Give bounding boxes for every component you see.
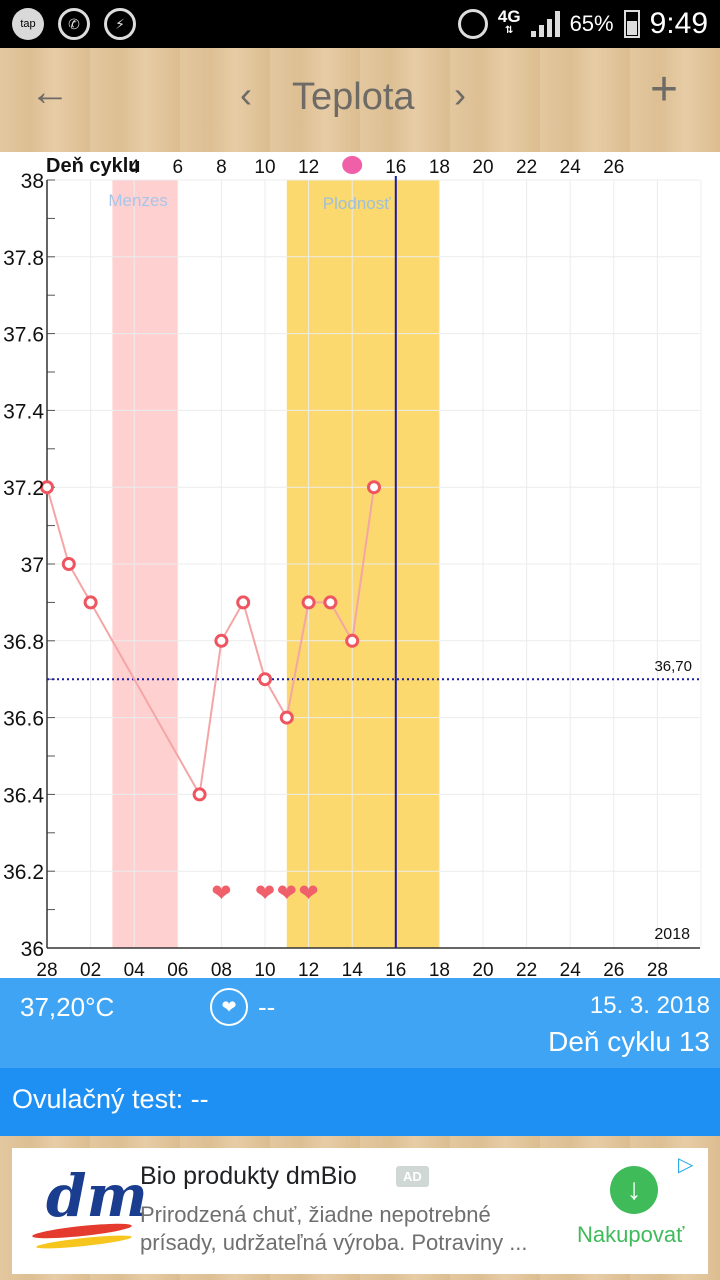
page-title: Teplota bbox=[292, 76, 415, 118]
download-arrow-icon[interactable]: ↓ bbox=[610, 1166, 658, 1214]
y-tick-label: 36.2 bbox=[3, 861, 44, 884]
tap-app-icon: tap bbox=[12, 8, 44, 40]
status-bar: tap ✆ ⚡ 4G ⇅ 65% 9:49 bbox=[0, 0, 720, 48]
cycle-day: Deň cyklu 13 bbox=[548, 1026, 710, 1057]
y-tick-label: 36.8 bbox=[3, 631, 44, 654]
fertile-label: Plodnosť bbox=[323, 194, 391, 213]
top-axis-tick-label: 16 bbox=[385, 157, 406, 178]
selected-temperature: 37,20°C bbox=[20, 992, 115, 1022]
top-axis-tick-label: 12 bbox=[298, 157, 319, 178]
temperature-point bbox=[83, 595, 98, 610]
bottom-axis-tick-label: 10 bbox=[254, 960, 275, 978]
y-tick-label: 36.6 bbox=[3, 708, 44, 731]
temperature-point bbox=[345, 633, 360, 648]
ad-badge: AD bbox=[396, 1166, 429, 1187]
coverline-label: 36,70 bbox=[654, 658, 692, 675]
temperature-point bbox=[40, 480, 54, 495]
ad-title[interactable]: Bio produkty dmBio bbox=[140, 1162, 357, 1190]
menses-label: Menzes bbox=[108, 191, 168, 210]
bottom-axis-tick-label: 16 bbox=[385, 960, 406, 978]
back-arrow-icon[interactable]: ← bbox=[30, 70, 70, 114]
y-tick-label: 37.4 bbox=[3, 400, 44, 423]
temperature-point bbox=[279, 710, 294, 725]
bottom-axis-tick-label: 14 bbox=[342, 960, 364, 978]
y-tick-label: 37.8 bbox=[3, 247, 44, 270]
y-tick-label: 36.4 bbox=[3, 784, 44, 807]
temperature-series-line bbox=[46, 486, 375, 798]
battery-percent: 65% bbox=[569, 11, 614, 36]
whatsapp-icon: ✆ bbox=[58, 8, 90, 40]
heart-icon: ❤ bbox=[299, 879, 319, 907]
next-chevron-icon[interactable]: › bbox=[454, 74, 466, 115]
temperature-point bbox=[258, 672, 272, 687]
temperature-point bbox=[61, 557, 76, 571]
battery-icon bbox=[623, 10, 640, 38]
ad-cta-button[interactable]: Nakupovať bbox=[577, 1222, 685, 1247]
top-axis-tick-label: 20 bbox=[472, 157, 493, 178]
top-axis-tick-label: 4 bbox=[129, 157, 140, 178]
y-tick-label: 37 bbox=[21, 554, 44, 577]
temperature-point bbox=[192, 787, 207, 802]
y-tick-label: 38 bbox=[21, 170, 44, 193]
ad-banner-area: dm Bio produkty dmBio AD Prirodzená chuť… bbox=[0, 1136, 720, 1280]
ovulation-test-label: Ovulačný test: -- bbox=[12, 1084, 209, 1114]
alarm-icon bbox=[457, 9, 488, 39]
selected-day-info: 37,20°C ❤ -- 15. 3. 2018 Deň cyklu 13 bbox=[0, 978, 720, 1068]
bottom-axis-tick-label: 18 bbox=[429, 960, 450, 978]
bottom-axis-tick-label: 28 bbox=[36, 960, 57, 978]
ad-description-line1: Prirodzená chuť, žiadne nepotrebné bbox=[140, 1202, 491, 1227]
bottom-axis-tick-label: 26 bbox=[603, 960, 624, 978]
heart-icon: ❤ bbox=[210, 988, 248, 1026]
today-marker-icon bbox=[342, 156, 363, 174]
adchoices-icon[interactable]: ▷ bbox=[678, 1154, 694, 1176]
bottom-axis-tick-label: 28 bbox=[647, 960, 668, 978]
bottom-axis-tick-label: 12 bbox=[298, 960, 319, 978]
y-tick-label: 36 bbox=[21, 938, 44, 961]
app-toolbar: ← ‹ Teplota › + bbox=[0, 48, 720, 154]
top-axis-label: Deň cyklu bbox=[46, 155, 140, 177]
y-tick-label: 37.2 bbox=[3, 477, 44, 500]
bottom-axis-tick-label: 22 bbox=[516, 960, 537, 978]
clock: 9:49 bbox=[649, 7, 708, 40]
top-axis-tick-label: 18 bbox=[429, 157, 450, 178]
network-type: 4G ⇅ bbox=[497, 7, 521, 36]
add-plus-icon[interactable]: + bbox=[650, 63, 679, 116]
temperature-point bbox=[367, 480, 381, 495]
year-label: 2018 bbox=[654, 926, 690, 943]
top-axis-tick-label: 6 bbox=[173, 157, 184, 178]
previous-chevron-icon[interactable]: ‹ bbox=[240, 74, 252, 115]
top-axis-tick-label: 10 bbox=[254, 157, 275, 178]
temperature-point bbox=[301, 595, 316, 610]
top-axis-tick-label: 24 bbox=[560, 157, 582, 178]
bottom-axis-tick-label: 08 bbox=[211, 960, 232, 978]
bottom-axis-tick-label: 02 bbox=[80, 960, 101, 978]
bottom-axis-tick-label: 04 bbox=[124, 960, 146, 978]
signal-icon bbox=[530, 11, 560, 37]
top-axis-tick-label: 26 bbox=[603, 157, 624, 178]
bottom-axis-tick-label: 24 bbox=[560, 960, 582, 978]
bottom-axis-tick-label: 06 bbox=[167, 960, 188, 978]
messenger-icon: ⚡ bbox=[104, 8, 136, 40]
temperature-chart[interactable]: Menzes Plodnosť 36,70 ❤ ❤ ❤ ❤ 38 37.8 37.6 37.4 37.… bbox=[0, 152, 720, 978]
temperature-point bbox=[323, 595, 338, 610]
heart-icon: ❤ bbox=[277, 879, 297, 907]
dm-logo: dm bbox=[26, 1162, 148, 1254]
ovulation-test-row[interactable]: Ovulačný test: -- bbox=[0, 1068, 720, 1136]
ad-card[interactable]: dm Bio produkty dmBio AD Prirodzená chuť… bbox=[12, 1148, 708, 1274]
top-axis-tick-label: 22 bbox=[516, 157, 537, 178]
temperature-point bbox=[236, 595, 251, 610]
top-axis-tick-label: 8 bbox=[216, 157, 227, 178]
temperature-point bbox=[214, 633, 229, 648]
intercourse-value: -- bbox=[258, 992, 276, 1022]
selected-date: 15. 3. 2018 bbox=[589, 992, 710, 1019]
heart-icon: ❤ bbox=[255, 879, 275, 907]
heart-icon: ❤ bbox=[211, 879, 231, 907]
ad-description-line2: prísady, udržateľná výroba. Potraviny ..… bbox=[140, 1230, 528, 1255]
bottom-axis-tick-label: 20 bbox=[472, 960, 493, 978]
y-tick-label: 37.6 bbox=[3, 324, 44, 347]
